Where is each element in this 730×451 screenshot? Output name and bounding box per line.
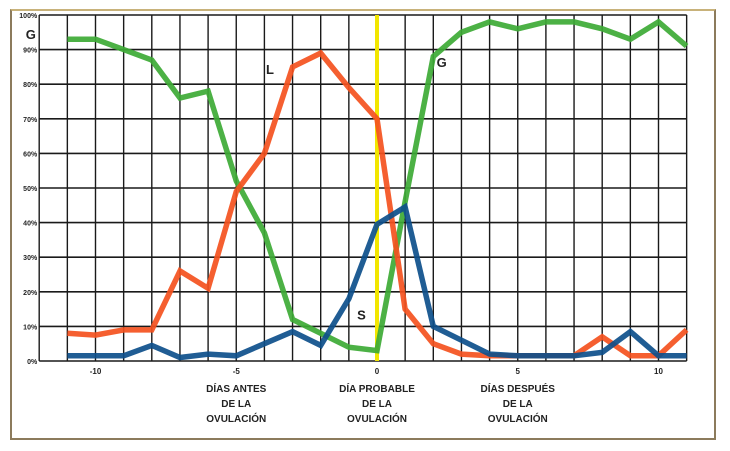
- y-tick-label: 40%: [23, 221, 38, 228]
- x-caption: DE LA: [503, 399, 533, 410]
- x-caption: DE LA: [362, 399, 392, 410]
- chart-frame: [10, 9, 716, 440]
- y-tick-label: 30%: [23, 255, 38, 262]
- grid: [38, 14, 688, 362]
- y-tick-label: 70%: [23, 117, 38, 124]
- y-tick-label: 60%: [23, 151, 38, 158]
- y-tick-label: 10%: [23, 324, 38, 331]
- data-series: [67, 18, 689, 361]
- y-tick-label: 50%: [23, 186, 38, 193]
- x-tick-label: 5: [516, 367, 521, 376]
- y-tick-label: 100%: [19, 13, 38, 20]
- x-tick-label: -5: [233, 367, 241, 376]
- series-label: L: [266, 62, 274, 77]
- x-tick-label: -10: [90, 367, 102, 376]
- x-caption: DÍAS DESPUÉS: [481, 382, 556, 395]
- x-caption: DÍA PROBABLE: [339, 382, 415, 395]
- x-tick-label: 0: [375, 367, 380, 376]
- series-L-line: [67, 49, 689, 359]
- y-tick-label: 20%: [23, 290, 38, 297]
- x-tick-label: 10: [654, 367, 663, 376]
- x-caption: DE LA: [221, 399, 251, 410]
- x-caption: OVULACIÓN: [347, 412, 407, 425]
- x-caption: OVULACIÓN: [488, 412, 548, 425]
- y-axis-labels: 0% 10% 20% 30% 40% 50% 60% 70% 80% 90% 100%: [19, 13, 38, 366]
- x-axis-captions: DÍAS ANTES DE LA OVULACIÓN DÍA PROBABLE DE L…: [206, 382, 555, 425]
- series-S-line: [67, 202, 687, 361]
- series-G-line: [67, 18, 689, 354]
- y-tick-label: 80%: [23, 82, 38, 89]
- y-tick-label: 90%: [23, 48, 38, 55]
- series-label: S: [357, 307, 366, 322]
- x-caption: OVULACIÓN: [206, 412, 266, 425]
- series-label: G: [26, 27, 36, 42]
- x-caption: DÍAS ANTES: [206, 382, 267, 395]
- x-axis-labels: -10 -5 0 5 10: [90, 367, 664, 376]
- series-labels: G G L S: [26, 27, 447, 322]
- y-tick-label: 0%: [27, 359, 38, 366]
- series-label: G: [437, 55, 447, 70]
